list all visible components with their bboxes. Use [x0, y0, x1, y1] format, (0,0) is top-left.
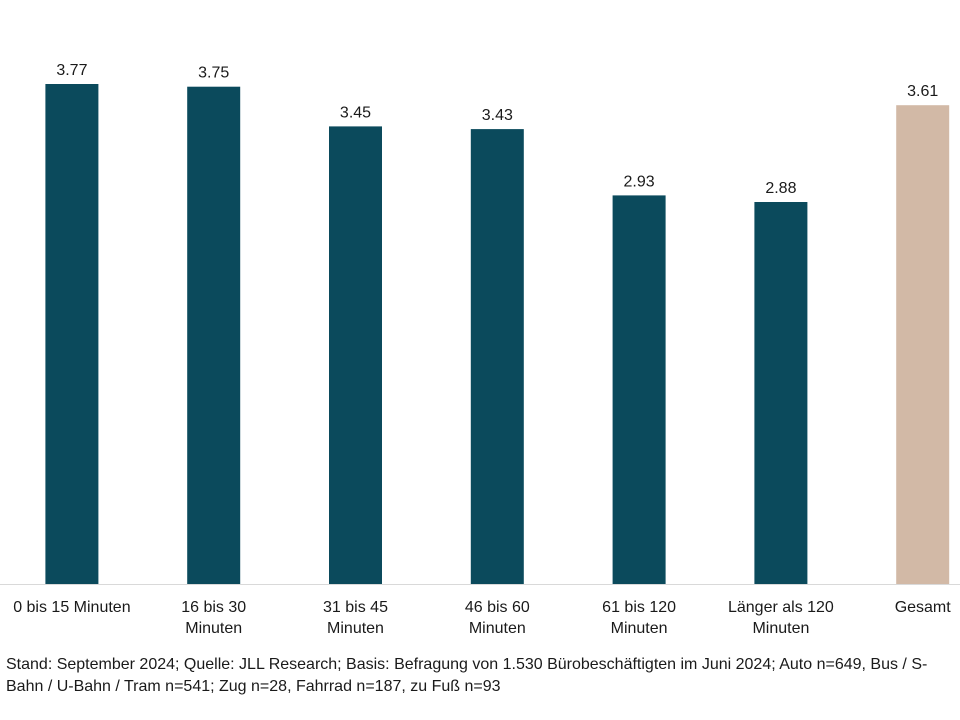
bar-6 [754, 202, 808, 584]
source-footnote: Stand: September 2024; Quelle: JLL Resea… [6, 656, 928, 695]
category-label-line: 61 bis 120 [602, 599, 676, 616]
category-label-line: 31 bis 45 [323, 599, 388, 616]
value-label-2: 3.75 [198, 65, 229, 82]
category-label-line: Minuten [752, 620, 809, 637]
value-label-1: 3.77 [56, 62, 87, 79]
bar-5 [612, 195, 666, 584]
value-label-5: 2.93 [624, 173, 655, 190]
category-label-line: Minuten [327, 620, 384, 637]
bar-7 [896, 105, 950, 584]
value-label-4: 3.43 [482, 107, 513, 124]
category-label-7: Gesamt [895, 599, 952, 616]
category-label-3: 31 bis 45 Minuten [323, 599, 388, 637]
category-label-line: Gesamt [895, 599, 952, 616]
category-label-2: 16 bis 30 Minuten [181, 599, 246, 637]
category-label-1: 0 bis 15 Minuten [13, 599, 130, 616]
bars-group [45, 84, 950, 585]
category-label-line: Minuten [611, 620, 668, 637]
value-label-6: 2.88 [765, 180, 796, 197]
category-label-line: Länger als 120 [728, 599, 834, 616]
category-label-line: 46 bis 60 [465, 599, 530, 616]
category-label-line: 0 bis 15 Minuten [13, 599, 130, 616]
bar-chart: 3.77 3.75 3.45 3.43 2.93 2.88 3.61 0 bis 15 Mi… [0, 62, 960, 637]
category-label-line: Minuten [185, 620, 242, 637]
category-label-5: 61 bis 120 Minuten [602, 599, 676, 637]
category-label-line: Minuten [469, 620, 526, 637]
value-labels-group: 3.77 3.75 3.45 3.43 2.93 2.88 3.61 [56, 62, 938, 197]
category-label-6: Länger als 120 Minuten [728, 599, 834, 637]
bar-4 [470, 129, 524, 584]
bar-2 [187, 86, 241, 584]
value-label-7: 3.61 [907, 83, 938, 100]
bar-3 [329, 126, 382, 585]
bar-1 [45, 84, 99, 584]
category-label-line: 16 bis 30 [181, 599, 246, 616]
category-label-4: 46 bis 60 Minuten [465, 599, 530, 637]
value-label-3: 3.45 [340, 104, 371, 121]
